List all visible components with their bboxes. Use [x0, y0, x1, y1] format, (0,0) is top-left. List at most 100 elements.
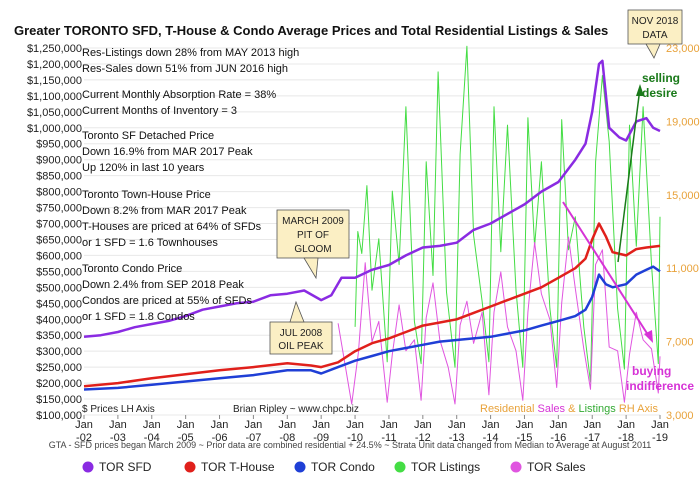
callout-march-2009: MARCH 2009 PIT OF GLOOM: [276, 209, 350, 280]
chart-title: Greater TORONTO SFD, T-House & Condo Ave…: [14, 23, 608, 38]
x-tick-label-year: -18: [618, 432, 634, 444]
absorption-line: Current Monthly Absorption Rate = 38%: [82, 89, 276, 101]
x-tick-label-year: -08: [279, 432, 295, 444]
summary-line: Res-Listings down 28% from MAY 2013 high: [82, 47, 299, 59]
left-tick-label: $750,000: [36, 203, 82, 215]
x-tick-label-year: -17: [584, 432, 600, 444]
gridlines: [84, 47, 660, 416]
x-tick-label-month: Jan: [448, 419, 466, 431]
left-tick-label: $850,000: [36, 171, 82, 183]
condo-line: Condos are priced at 55% of SFDs: [82, 295, 252, 307]
x-tick-label-year: -13: [449, 432, 465, 444]
left-tick-label: $350,000: [36, 330, 82, 342]
callout-pointer: [645, 43, 661, 59]
left-axis-label: $ Prices LH Axis: [82, 404, 155, 415]
x-tick-label-year: -10: [347, 432, 363, 444]
buying-indifference-label: indifference: [626, 379, 694, 393]
x-tick-label-month: Jan: [245, 419, 263, 431]
legend-label: TOR Sales: [527, 460, 585, 474]
x-tick-label-month: Jan: [278, 419, 296, 431]
series-tor-sales: [337, 236, 661, 405]
townhouse-line: T-Houses are priced at 64% of SFDs: [82, 221, 262, 233]
sfd-line: Down 16.9% from MAR 2017 Peak: [82, 146, 253, 158]
left-tick-label: $600,000: [36, 250, 82, 262]
legend-marker: [184, 461, 196, 473]
left-tick-label: $400,000: [36, 314, 82, 326]
callout-line: GLOOM: [294, 244, 331, 255]
callout-jul-2008: JUL 2008 OIL PEAK: [269, 300, 333, 355]
legend-marker: [294, 461, 306, 473]
right-tick-label: 19,000: [666, 116, 700, 128]
legend-marker: [510, 461, 522, 473]
x-tick-label-month: Jan: [346, 419, 364, 431]
x-tick-label-month: Jan: [109, 419, 127, 431]
townhouse-note: Toronto Town-House Price Down 8.2% from …: [82, 189, 262, 249]
right-tick-label: 23,000: [666, 43, 700, 55]
x-tick-label-month: Jan: [75, 419, 93, 431]
right-axis-label-listings: Listings: [578, 403, 616, 415]
callout-pointer: [303, 257, 319, 280]
absorption-note: Current Monthly Absorption Rate = 38% Cu…: [82, 89, 276, 117]
callout-box: [627, 9, 683, 45]
callout-line: DATA: [642, 30, 668, 41]
callout-line: NOV 2018: [632, 16, 679, 27]
x-tick-label-year: -14: [483, 432, 499, 444]
x-tick-label-year: -05: [178, 432, 194, 444]
left-tick-label: $250,000: [36, 362, 82, 374]
right-axis-label: Residential Sales & Listings RH Axis: [480, 403, 658, 415]
right-tick-label: 11,000: [666, 263, 699, 275]
left-tick-label: $1,050,000: [27, 107, 82, 119]
left-tick-label: $800,000: [36, 187, 82, 199]
x-axis-ticks: Jan-02Jan-03Jan-04Jan-05Jan-06Jan-07Jan-…: [75, 415, 669, 444]
left-tick-label: $200,000: [36, 378, 82, 390]
sfd-note: Toronto SF Detached Price Down 16.9% fro…: [82, 130, 253, 174]
left-axis-ticks: $1,250,000 $1,200,000 $1,150,000 $1,100,000…: [27, 43, 82, 422]
buying-indifference-label: buying: [632, 364, 671, 378]
legend-label: TOR Listings: [411, 460, 480, 474]
x-tick-label-month: Jan: [651, 419, 669, 431]
right-axis-label-part: &: [565, 403, 578, 415]
left-tick-label: $500,000: [36, 282, 82, 294]
summary-note: Res-Listings down 28% from MAY 2013 high…: [82, 47, 299, 75]
left-tick-label: $450,000: [36, 298, 82, 310]
x-tick-label-year: -09: [313, 432, 329, 444]
x-tick-label-month: Jan: [380, 419, 398, 431]
selling-desire-arrow: [617, 87, 641, 263]
buying-indifference-arrowhead: [644, 330, 653, 343]
x-tick-label-month: Jan: [211, 419, 229, 431]
left-tick-label: $100,000: [36, 410, 82, 422]
townhouse-line: Down 8.2% from MAR 2017 Peak: [82, 205, 247, 217]
footnote: GTA - SFD prices began March 2009 ~ Prio…: [49, 440, 652, 450]
left-tick-label: $1,150,000: [27, 75, 82, 87]
series-lines: [83, 45, 661, 405]
right-tick-label: 7,000: [666, 337, 694, 349]
x-tick-label-year: -16: [550, 432, 566, 444]
right-axis-label-part: RH Axis: [616, 403, 659, 415]
x-tick-label-year: -02: [76, 432, 92, 444]
legend-label: TOR T-House: [201, 460, 275, 474]
left-tick-label: $1,250,000: [27, 43, 82, 55]
right-tick-label: 3,000: [666, 410, 694, 422]
callout-line: PIT OF: [297, 230, 329, 241]
callout-nov-2018: NOV 2018 DATA: [627, 9, 683, 59]
selling-desire-label: desire: [642, 86, 678, 100]
legend-marker: [82, 461, 94, 473]
left-tick-label: $950,000: [36, 139, 82, 151]
legend-label: TOR Condo: [311, 460, 375, 474]
callout-line: JUL 2008: [280, 328, 323, 339]
townhouse-line: or 1 SFD = 1.6 Townhouses: [82, 237, 218, 249]
series-tor-sfd: [83, 59, 661, 339]
x-tick-label-month: Jan: [482, 419, 500, 431]
buying-indifference-arrow: [562, 201, 651, 339]
x-tick-label-year: -15: [517, 432, 533, 444]
left-tick-label: $550,000: [36, 266, 82, 278]
absorption-line: Current Months of Inventory = 3: [82, 105, 237, 117]
x-tick-label-year: -07: [245, 432, 261, 444]
left-tick-label: $1,100,000: [27, 91, 82, 103]
left-tick-label: $900,000: [36, 155, 82, 167]
x-tick-label-month: Jan: [516, 419, 534, 431]
left-tick-label: $1,000,000: [27, 123, 82, 135]
condo-note: Toronto Condo Price Down 2.4% from SEP 2…: [82, 263, 252, 323]
left-tick-label: $300,000: [36, 346, 82, 358]
